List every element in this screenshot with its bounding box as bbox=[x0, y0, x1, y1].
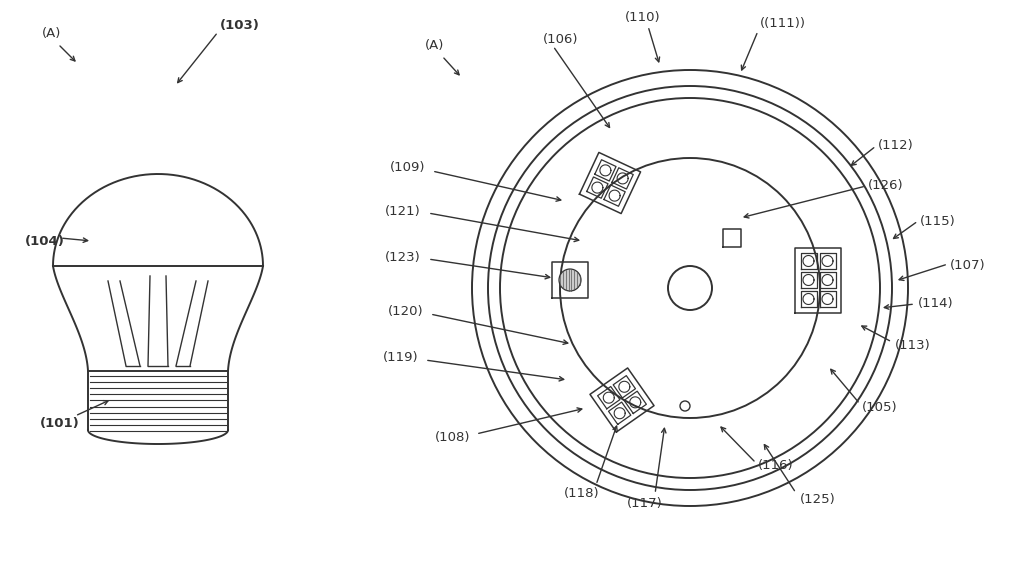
Text: (A): (A) bbox=[425, 40, 444, 52]
Text: (116): (116) bbox=[758, 460, 794, 472]
Text: (105): (105) bbox=[862, 401, 898, 415]
Text: (101): (101) bbox=[40, 418, 80, 430]
Text: (107): (107) bbox=[950, 260, 986, 272]
Text: (117): (117) bbox=[627, 497, 663, 510]
Text: (109): (109) bbox=[390, 161, 426, 175]
Text: (104): (104) bbox=[25, 234, 65, 248]
Text: (125): (125) bbox=[800, 494, 836, 506]
Text: (A): (A) bbox=[42, 28, 61, 40]
Text: (123): (123) bbox=[385, 252, 421, 264]
Text: (120): (120) bbox=[388, 305, 424, 317]
Text: (103): (103) bbox=[220, 20, 260, 32]
Text: (113): (113) bbox=[895, 339, 931, 353]
Text: ((111)): ((111)) bbox=[760, 17, 806, 31]
Circle shape bbox=[559, 269, 581, 291]
Text: (121): (121) bbox=[385, 204, 421, 218]
Text: (126): (126) bbox=[868, 180, 903, 192]
Text: (110): (110) bbox=[626, 12, 660, 25]
Text: (108): (108) bbox=[435, 431, 470, 445]
Text: (118): (118) bbox=[564, 487, 600, 501]
Text: (114): (114) bbox=[918, 297, 953, 310]
Text: (119): (119) bbox=[383, 351, 419, 365]
Text: (115): (115) bbox=[920, 214, 955, 228]
Text: (112): (112) bbox=[878, 139, 913, 153]
Text: (106): (106) bbox=[543, 32, 579, 46]
